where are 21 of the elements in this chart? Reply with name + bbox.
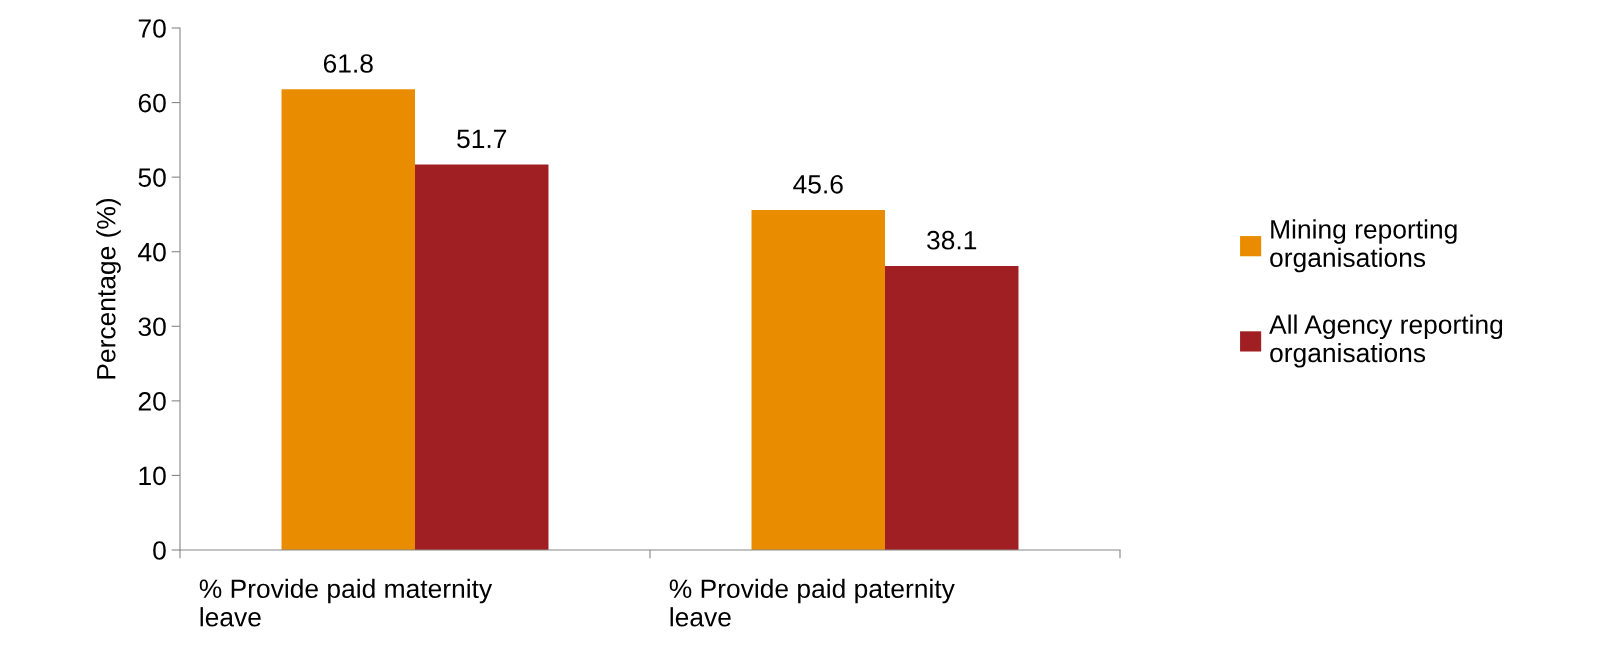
bar — [415, 164, 549, 550]
y-tick-label: 50 — [138, 168, 166, 187]
y-tick-label: 10 — [139, 466, 166, 486]
y-tick-label: 20 — [138, 391, 166, 411]
y-tick-label: 40 — [138, 242, 166, 262]
x-tick-label: % Provide paid paternity leave — [669, 578, 955, 627]
legend-label: Mining reporting organisations — [1270, 219, 1457, 273]
data-label: 51.7 — [457, 129, 507, 149]
y-tick-label: 0 — [153, 541, 166, 560]
data-label: 38.1 — [927, 230, 977, 250]
bar — [281, 89, 415, 550]
y-tick-label: 70 — [138, 19, 166, 38]
y-tick-label: 30 — [138, 317, 166, 337]
data-label: 45.6 — [793, 174, 843, 194]
data-label: 61.8 — [323, 54, 373, 73]
bar — [885, 265, 1019, 550]
x-tick-label: % Provide paid maternity leave — [199, 578, 493, 627]
y-tick-label: 60 — [138, 93, 166, 113]
bar — [751, 209, 885, 550]
y-axis-title: Percentage (%) — [96, 198, 121, 379]
legend-label: All Agency reporting organisations — [1269, 314, 1503, 368]
